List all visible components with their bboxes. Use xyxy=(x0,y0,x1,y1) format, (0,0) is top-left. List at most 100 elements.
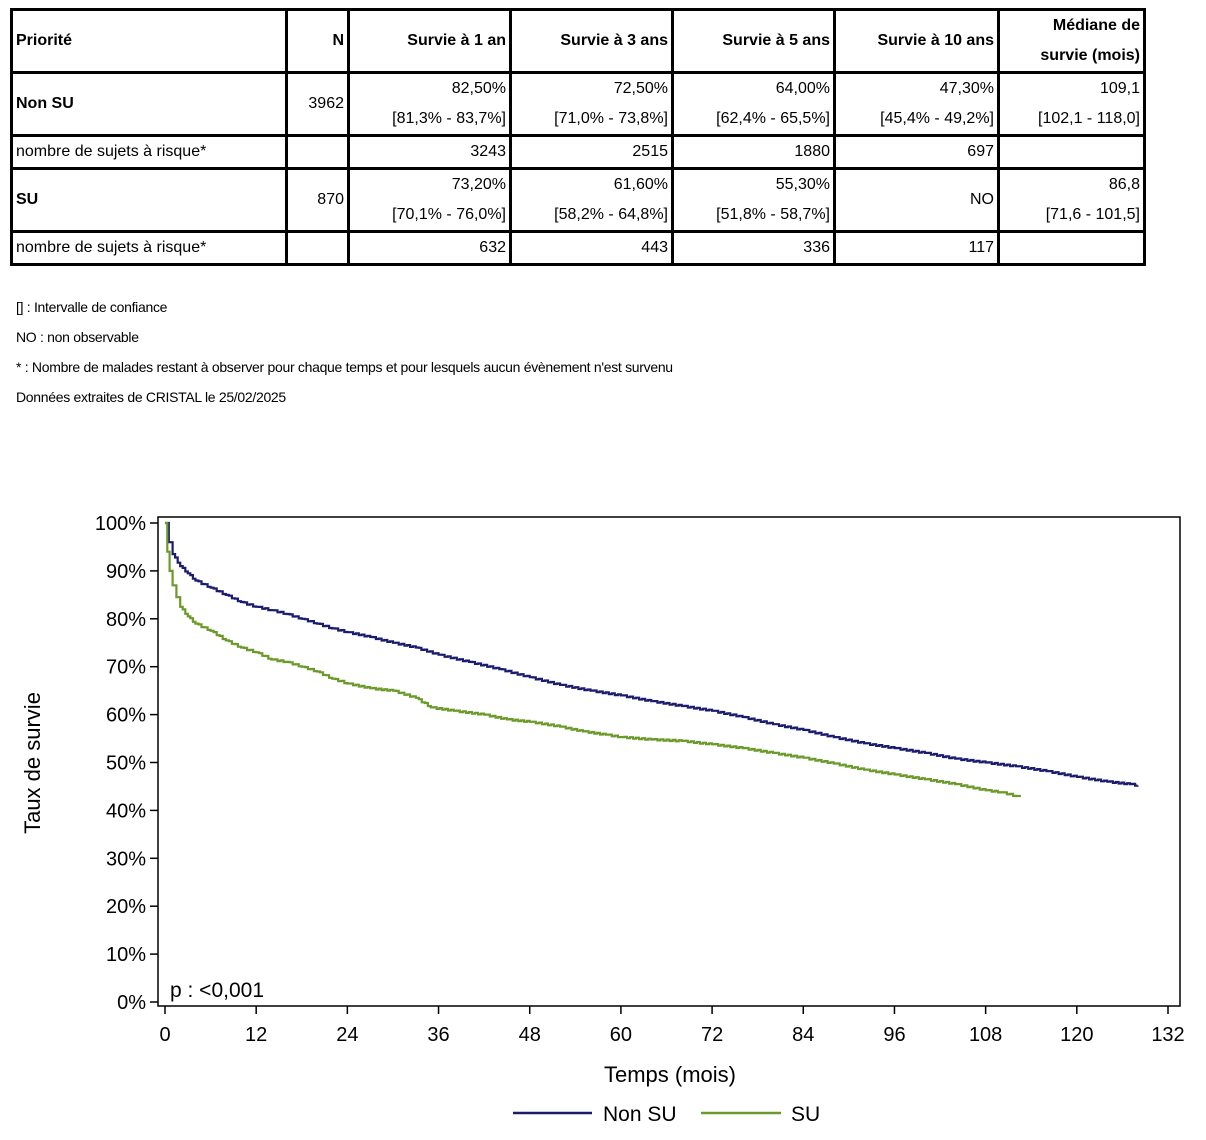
header-survie-3ans: Survie à 3 ans xyxy=(509,8,674,74)
y-tick-label: 100% xyxy=(95,513,146,535)
y-tick-label: 0% xyxy=(117,992,146,1014)
footnote: Données extraites de CRISTAL le 25/02/20… xyxy=(16,389,286,405)
axes: 0% 10% 20% 30% 40% 50% 60% 70% 80% 90% 100% 0 12 24 36… xyxy=(95,513,1185,1046)
y-tick-label: 80% xyxy=(106,609,146,631)
risk-n-empty xyxy=(285,134,350,170)
legend: Non SU SU xyxy=(513,1103,820,1126)
cell-value: 61,60% xyxy=(613,176,668,193)
cell-value: 72,50% xyxy=(613,80,668,97)
series-lines xyxy=(165,521,1139,798)
cell-s10: 47,30% [45,4% - 49,2%] xyxy=(833,71,1000,137)
table-row-non-su: Non SU 3962 82,50% [81,3% - 83,7%] 72,50%… xyxy=(10,71,1146,137)
cell-s5: 64,00% [62,4% - 65,5%] xyxy=(671,71,836,137)
x-tick-label: 96 xyxy=(883,1024,905,1046)
cell-s5: 55,30% [51,8% - 58,7%] xyxy=(671,167,836,233)
plot-area xyxy=(157,516,1181,1007)
risk-cell: 1880 xyxy=(671,134,836,170)
cell-value: 64,00% xyxy=(775,80,830,97)
header-survie-5ans: Survie à 5 ans xyxy=(671,8,836,74)
plot-frame xyxy=(157,516,1181,1007)
risk-cell: 117 xyxy=(833,230,1000,266)
row-n: 3962 xyxy=(285,71,350,137)
cell-value: 47,30% xyxy=(939,80,994,97)
row-label: SU xyxy=(10,167,288,233)
risk-label: nombre de sujets à risque* xyxy=(10,134,288,170)
x-tick-label: 60 xyxy=(610,1024,632,1046)
cell-ci: [81,3% - 83,7%] xyxy=(392,110,506,127)
cell-ci: [71,0% - 73,8%] xyxy=(554,110,668,127)
table-row-su: SU 870 73,20% [70,1% - 76,0%] 61,60% [58,2… xyxy=(10,167,1146,233)
y-axis-label: Taux de survie xyxy=(20,692,45,834)
cell-s1: 73,20% [70,1% - 76,0%] xyxy=(347,167,512,233)
x-tick-label: 120 xyxy=(1060,1024,1093,1046)
cell-ci: [45,4% - 49,2%] xyxy=(880,110,994,127)
cell-value: 55,30% xyxy=(775,176,830,193)
header-priorite: Priorité xyxy=(10,8,288,74)
y-tick-label: 50% xyxy=(106,753,146,775)
cell-value: 82,50% xyxy=(451,80,506,97)
risk-cell: 697 xyxy=(833,134,1000,170)
risk-cell: 2515 xyxy=(509,134,674,170)
header-n: N xyxy=(285,8,350,74)
x-tick-label: 12 xyxy=(245,1024,267,1046)
table-row-risk-non-su: nombre de sujets à risque* 3243 2515 188… xyxy=(10,134,1146,170)
cell-s3: 72,50% [71,0% - 73,8%] xyxy=(509,71,674,137)
series-line-1 xyxy=(165,521,1021,798)
x-tick-label: 72 xyxy=(701,1024,723,1046)
header-mediane-line1: Médiane de xyxy=(1052,17,1140,34)
cell-s10: NO xyxy=(833,167,1000,233)
y-tick-label: 20% xyxy=(106,896,146,918)
y-tick-label: 10% xyxy=(106,944,146,966)
x-tick-label: 36 xyxy=(427,1024,449,1046)
x-axis-label: Temps (mois) xyxy=(604,1062,736,1087)
table-row-risk-su: nombre de sujets à risque* 632 443 336 1… xyxy=(10,230,1146,266)
legend-label: SU xyxy=(791,1103,820,1126)
footnotes: [] : Intervalle de confiance NO : non ob… xyxy=(16,296,673,416)
y-tick-label: 90% xyxy=(106,561,146,583)
survival-chart: 0% 10% 20% 30% 40% 50% 60% 70% 80% 90% 100% 0 12 24 36… xyxy=(20,513,1185,1126)
risk-median-empty xyxy=(997,134,1146,170)
x-tick-label: 84 xyxy=(792,1024,814,1046)
x-tick-label: 24 xyxy=(336,1024,358,1046)
risk-n-empty xyxy=(285,230,350,266)
p-value-annotation: p : <0,001 xyxy=(170,979,264,1002)
header-survie-10ans: Survie à 10 ans xyxy=(833,8,1000,74)
header-mediane-line2: survie (mois) xyxy=(1040,47,1140,64)
risk-label: nombre de sujets à risque* xyxy=(10,230,288,266)
footnote: [] : Intervalle de confiance xyxy=(16,299,168,315)
cell-ci: [70,1% - 76,0%] xyxy=(392,206,506,223)
survival-table: Priorité N Survie à 1 an Survie à 3 ans … xyxy=(10,8,1146,266)
risk-median-empty xyxy=(997,230,1146,266)
risk-cell: 632 xyxy=(347,230,512,266)
y-tick-label: 30% xyxy=(106,848,146,870)
y-tick-label: 60% xyxy=(106,705,146,727)
x-tick-label: 108 xyxy=(969,1024,1002,1046)
cell-s3: 61,60% [58,2% - 64,8%] xyxy=(509,167,674,233)
row-n: 870 xyxy=(285,167,350,233)
cell-ci: [58,2% - 64,8%] xyxy=(554,206,668,223)
cell-s1: 82,50% [81,3% - 83,7%] xyxy=(347,71,512,137)
legend-label: Non SU xyxy=(603,1103,677,1126)
footnote: * : Nombre de malades restant à observer… xyxy=(16,359,673,375)
header-survie-1an: Survie à 1 an xyxy=(347,8,512,74)
x-tick-label: 132 xyxy=(1151,1024,1184,1046)
cell-median: 109,1 [102,1 - 118,0] xyxy=(997,71,1146,137)
x-tick-label: 0 xyxy=(159,1024,170,1046)
risk-cell: 443 xyxy=(509,230,674,266)
row-label: Non SU xyxy=(10,71,288,137)
cell-ci: [102,1 - 118,0] xyxy=(1038,110,1140,127)
risk-cell: 3243 xyxy=(347,134,512,170)
y-tick-label: 40% xyxy=(106,800,146,822)
risk-cell: 336 xyxy=(671,230,836,266)
cell-value: 73,20% xyxy=(451,176,506,193)
y-tick-label: 70% xyxy=(106,657,146,679)
footnote: NO : non observable xyxy=(16,329,139,345)
cell-value: 109,1 xyxy=(1099,80,1140,97)
cell-value: 86,8 xyxy=(1108,176,1140,193)
cell-median: 86,8 [71,6 - 101,5] xyxy=(997,167,1146,233)
table-header-row: Priorité N Survie à 1 an Survie à 3 ans … xyxy=(10,8,1146,74)
cell-ci: [71,6 - 101,5] xyxy=(1045,206,1140,223)
cell-ci: [51,8% - 58,7%] xyxy=(716,206,830,223)
cell-ci: [62,4% - 65,5%] xyxy=(716,110,830,127)
header-mediane: Médiane de survie (mois) xyxy=(997,8,1146,74)
